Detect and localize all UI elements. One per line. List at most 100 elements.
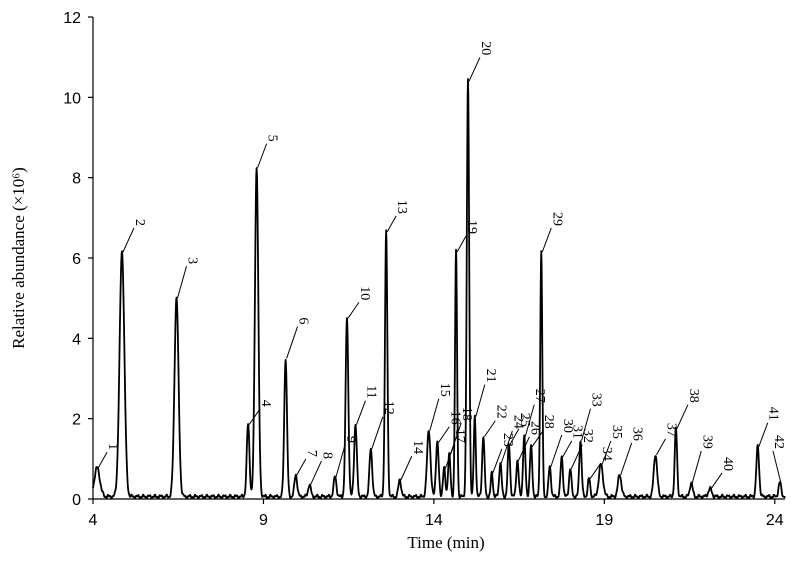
peak-leader-line (570, 444, 583, 470)
peak-label: 20 (478, 41, 493, 55)
x-tick-label: 24 (766, 512, 784, 529)
peak-leader-line (550, 434, 563, 468)
peak-leader-line (562, 440, 573, 458)
y-tick-label: 6 (72, 251, 81, 268)
peak-label: 38 (686, 389, 701, 403)
peak-label: 26 (527, 421, 542, 435)
peak-label: 15 (437, 383, 452, 397)
peak-leader-line (456, 235, 467, 253)
peak-leader-line (676, 404, 689, 429)
peak-label: 42 (771, 435, 786, 449)
y-tick-label: 12 (63, 10, 81, 27)
peak-label: 16 (447, 411, 462, 425)
peak-leader-line (509, 428, 520, 446)
peak-label: 19 (464, 220, 479, 234)
peak-leader-line (310, 460, 322, 486)
peak-leader-line (656, 438, 666, 456)
peak-leader-line (97, 451, 108, 469)
peak-leader-line (429, 398, 440, 431)
peak-leader-line (347, 301, 360, 319)
peak-leader-line (601, 440, 612, 466)
y-tick-label: 10 (63, 90, 81, 107)
peak-label: 1 (105, 443, 120, 450)
peak-leader-line (500, 430, 513, 464)
peak-label: 11 (363, 385, 378, 398)
peak-leader-line (475, 384, 486, 417)
peak-label: 28 (541, 415, 556, 429)
peak-label: 12 (381, 401, 396, 415)
peak-label: 37 (663, 423, 678, 437)
x-tick-label: 4 (89, 512, 98, 529)
chromatogram-trace (92, 78, 786, 500)
peak-leader-line (524, 404, 535, 437)
peak-label: 33 (588, 393, 603, 407)
peak-label: 6 (296, 317, 311, 324)
peak-label: 27 (532, 389, 547, 403)
peak-leader-line (177, 266, 187, 299)
x-tick-label: 9 (259, 512, 268, 529)
peak-label: 21 (483, 369, 498, 383)
peak-label: 7 (304, 450, 319, 457)
peak-leader-line (710, 472, 723, 490)
peak-leader-line (580, 408, 591, 441)
peak-label: 35 (609, 425, 624, 439)
peak-leader-line (122, 227, 135, 253)
peak-label: 40 (720, 457, 735, 471)
peak-leader-line (483, 420, 496, 438)
peak-leader-line (531, 430, 544, 448)
y-tick-label: 0 (72, 492, 81, 509)
y-axis-title: Relative abundance (×10⁶) (9, 167, 28, 349)
y-axis-ticks: 0 2 4 6 8 10 12 (63, 10, 93, 509)
peak-label: 2 (132, 219, 147, 226)
peak-leader-line (248, 408, 261, 425)
peak-label: 30 (560, 419, 575, 433)
y-tick-label: 8 (72, 171, 81, 188)
peak-leader-line (517, 436, 530, 462)
y-tick-label: 2 (72, 412, 81, 429)
peak-leader-line (449, 422, 462, 455)
peak-label: 24 (510, 415, 525, 429)
chromatogram-line (92, 78, 786, 500)
peak-label: 3 (185, 257, 200, 264)
peak-label: 17 (452, 429, 467, 443)
peak-label: 14 (410, 440, 425, 454)
peak-leader-line (257, 143, 268, 168)
peak-leader-line (335, 444, 346, 478)
peak-leader-line (296, 458, 307, 476)
peak-label: 8 (319, 452, 334, 459)
peak-label: 39 (699, 435, 714, 449)
x-tick-label: 14 (425, 512, 443, 529)
x-axis-ticks: 4 9 14 19 24 (89, 499, 784, 529)
peak-label: 31 (570, 425, 585, 439)
peak-leader-line (371, 416, 384, 449)
peak-leader-line (758, 422, 769, 447)
peak-leader-line (492, 448, 503, 474)
peak-leader-line (589, 462, 602, 480)
x-axis-title: Time (min) (407, 533, 484, 552)
peak-label: 25 (517, 413, 532, 427)
x-tick-label: 19 (595, 512, 613, 529)
peak-label: 18 (459, 407, 474, 421)
peak-leader-line (620, 442, 633, 476)
peak-label: 4 (258, 400, 273, 407)
peak-label: 13 (394, 200, 409, 214)
y-tick-label: 4 (72, 331, 81, 348)
peak-leader-line (400, 455, 413, 481)
peak-leader-line (691, 450, 702, 484)
peak-leader-line (772, 450, 782, 484)
peak-leader-line (286, 326, 299, 359)
peak-label: 22 (493, 405, 508, 419)
peak-label: 10 (357, 286, 372, 300)
peak-leader-line (437, 426, 450, 444)
peak-leader-line (541, 227, 552, 253)
peak-leader-line (468, 57, 481, 82)
peak-leader-line (356, 400, 366, 425)
peak-label: 9 (343, 436, 358, 443)
peak-label: 29 (549, 212, 564, 226)
peak-label: 36 (630, 427, 645, 441)
peak-leader-line (386, 215, 397, 233)
peak-label: 5 (265, 135, 280, 142)
peak-label: 41 (766, 407, 781, 421)
